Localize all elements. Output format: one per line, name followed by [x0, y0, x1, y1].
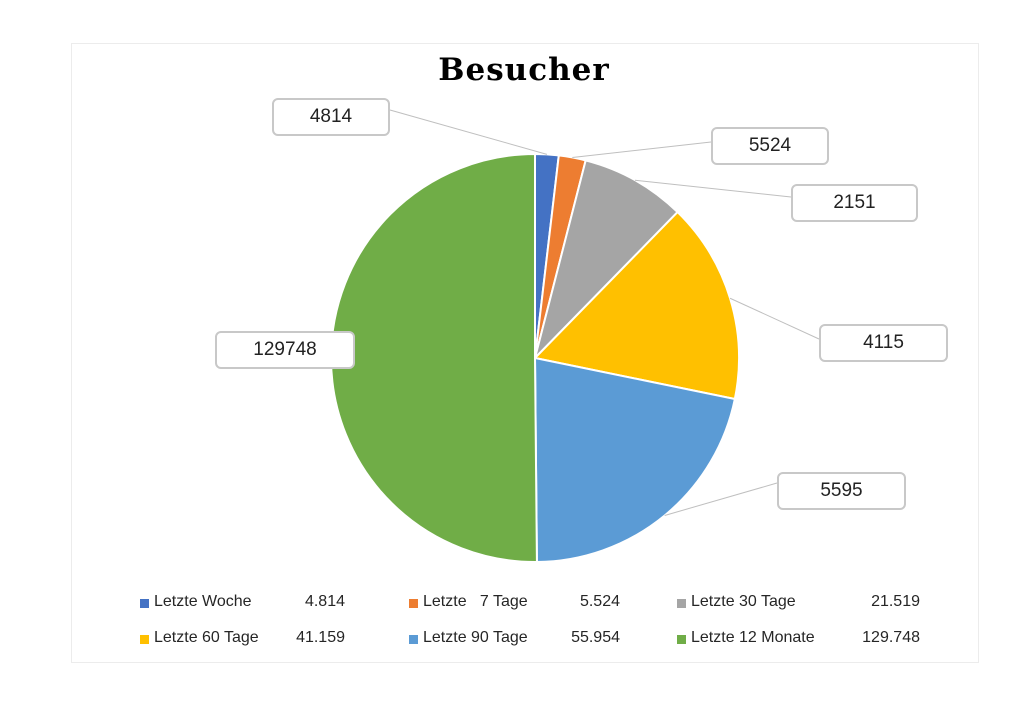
leader-line-2	[572, 141, 712, 158]
chart-title: Besucher	[438, 52, 610, 88]
legend-value-1: 4.814	[304, 593, 345, 610]
legend-label-5: Letzte 90 Tage	[423, 629, 528, 646]
legend-label-2: Letzte 7 Tage	[423, 593, 528, 610]
legend-swatch-1	[140, 599, 149, 608]
legend-label-3: Letzte 30 Tage	[691, 593, 796, 610]
legend-value-4: 41.159	[296, 629, 345, 646]
pie-slice-6	[330, 152, 538, 563]
data-label-2: 5524	[711, 127, 829, 165]
data-label-3: 2151	[791, 184, 918, 222]
legend-value-2: 5.524	[579, 593, 620, 610]
data-label-5: 5595	[777, 472, 906, 510]
data-label-4: 4115	[819, 324, 948, 362]
legend-swatch-4	[140, 635, 149, 644]
pie-slice-3	[533, 159, 679, 362]
legend-swatch-2	[409, 599, 418, 608]
leader-line-4	[729, 297, 820, 340]
legend-value-3: 21.519	[871, 593, 920, 610]
legend-swatch-6	[677, 635, 686, 644]
legend-value-5: 55.954	[571, 629, 620, 646]
legend-swatch-3	[677, 599, 686, 608]
data-label-6: 129748	[215, 331, 355, 369]
legend-swatch-5	[409, 635, 418, 644]
legend-value-6: 129.748	[862, 629, 920, 646]
pie-slice-4	[533, 210, 740, 401]
legend-label-4: Letzte 60 Tage	[154, 629, 259, 646]
legend-label-6: Letzte 12 Monate	[691, 629, 815, 646]
leader-line-3	[634, 179, 792, 198]
legend-label-1: Letzte Woche	[154, 593, 252, 610]
leader-line-1	[389, 109, 548, 155]
leader-line-5	[664, 482, 778, 516]
data-label-1: 4814	[272, 98, 390, 136]
pie-slice-5	[533, 356, 737, 564]
